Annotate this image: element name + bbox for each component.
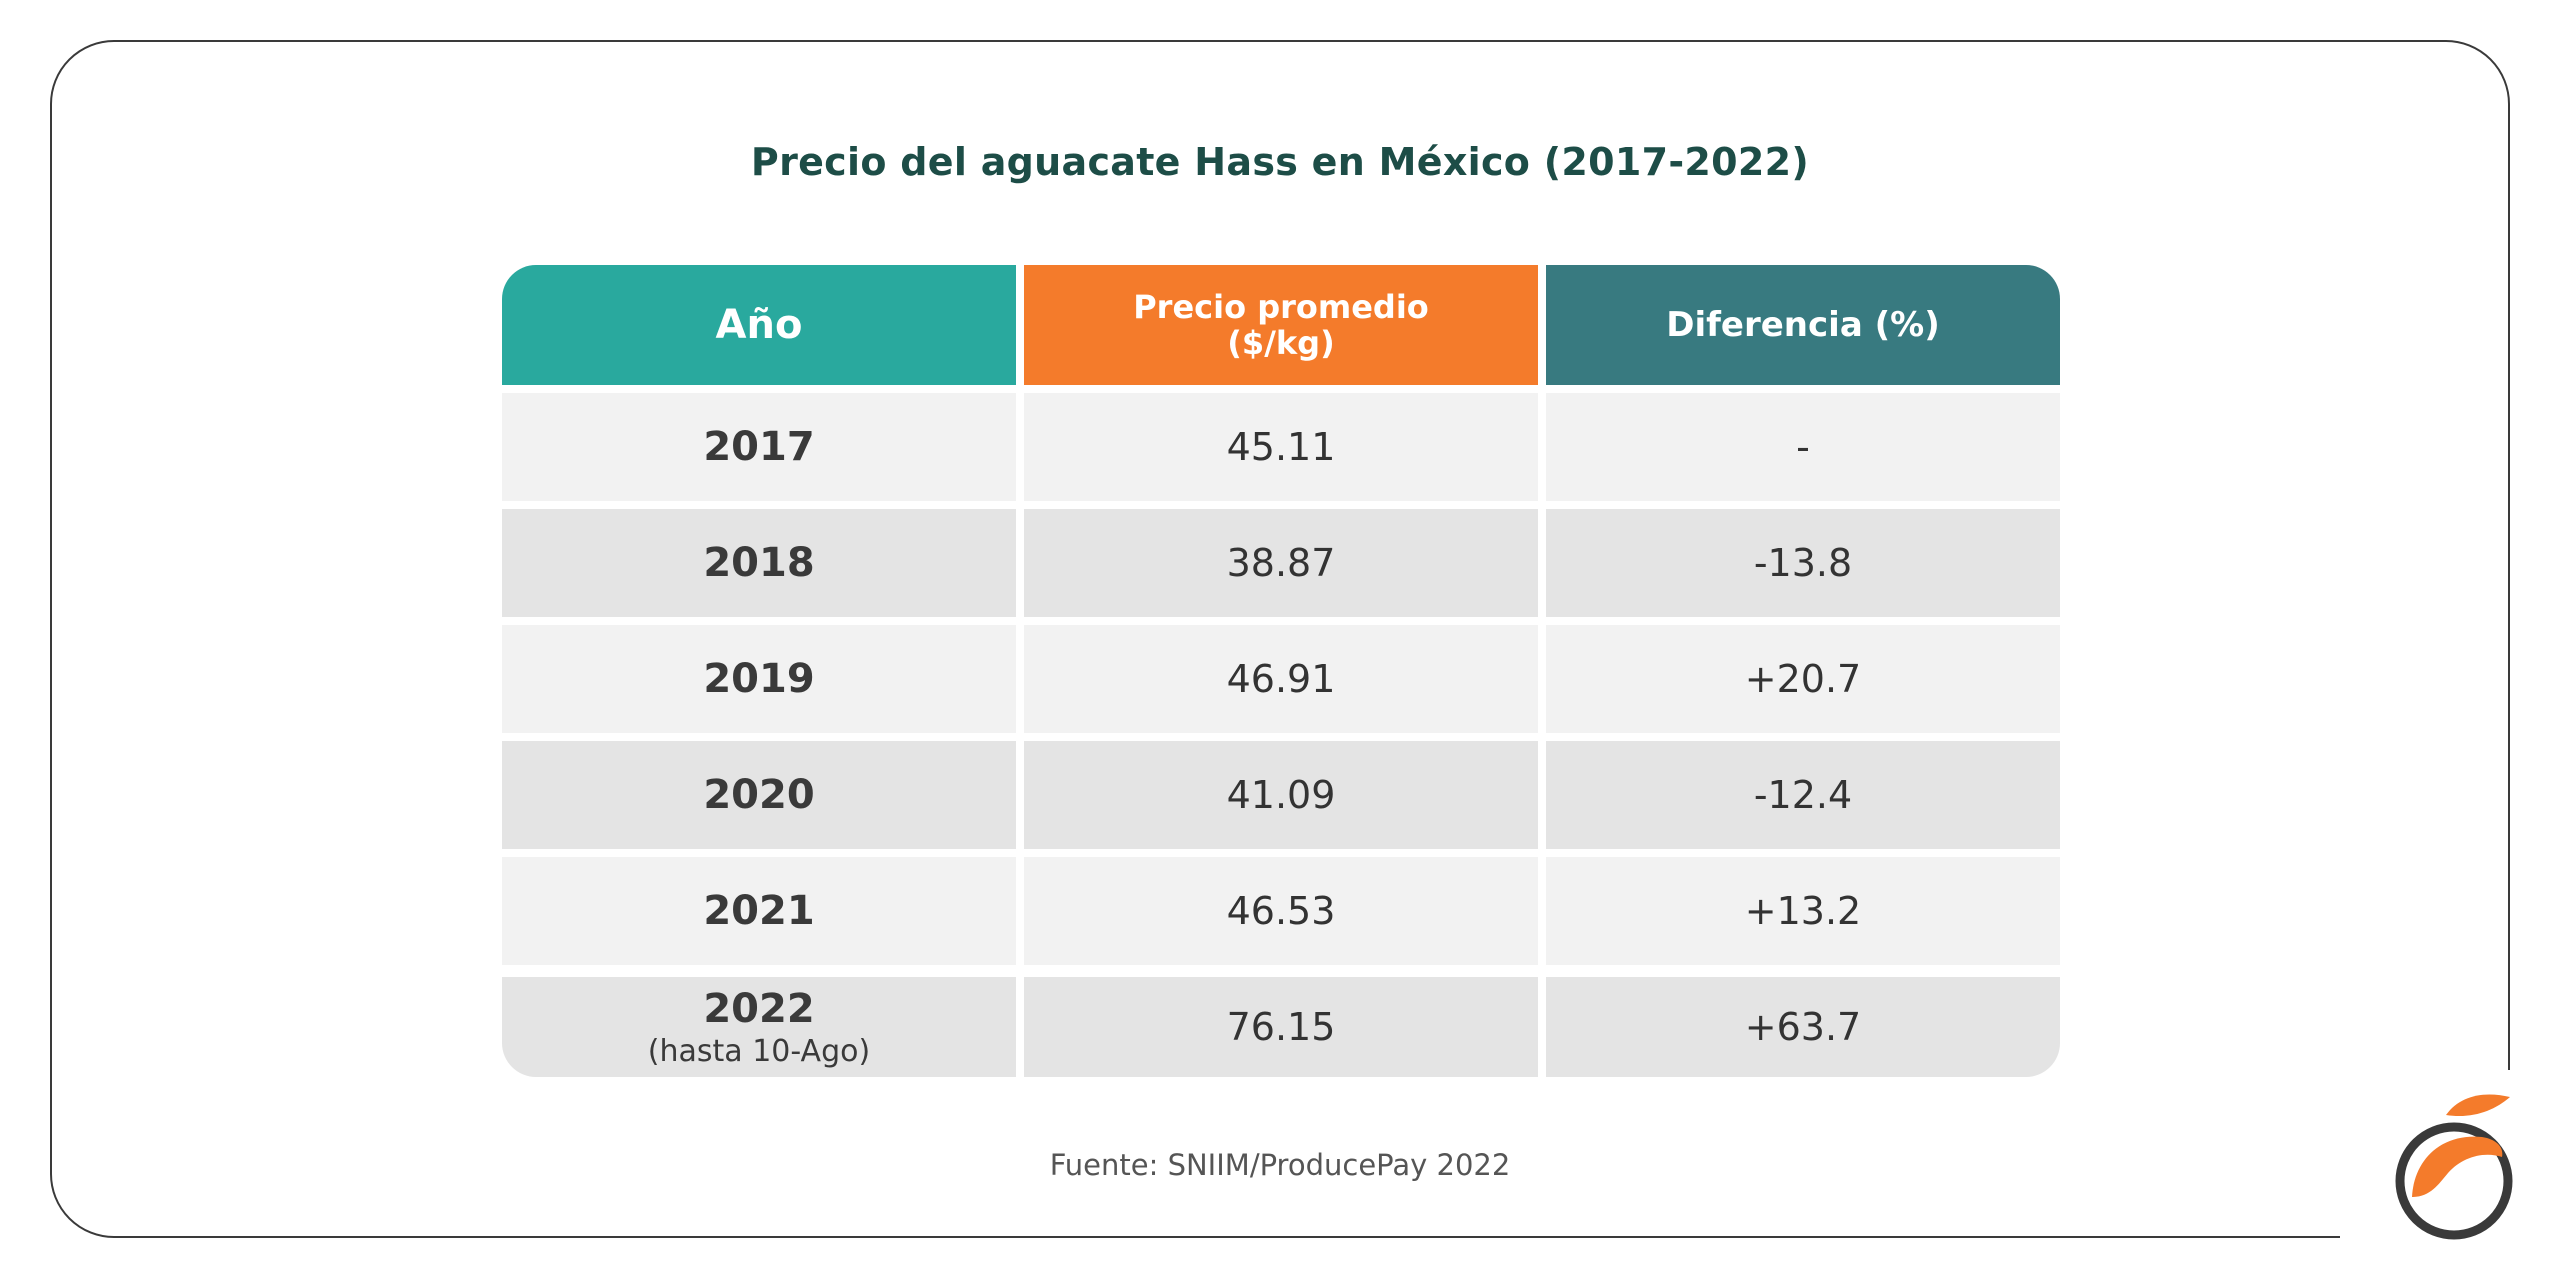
year-value: 2022 [703, 985, 815, 1032]
header-price-label-1: Precio promedio [1133, 288, 1429, 326]
diff-value: -13.8 [1753, 541, 1853, 585]
table-cell-price: 41.09 [1024, 741, 1538, 849]
card-frame [50, 40, 2510, 1238]
logo-fruit-fill [2412, 1136, 2503, 1197]
table-cell-price: 46.91 [1024, 625, 1538, 733]
table-cell-price: 76.15 [1024, 977, 1538, 1077]
frame-gap [2340, 1070, 2560, 1280]
table-cell-diff: +13.2 [1546, 857, 2060, 965]
table-cell-diff: -13.8 [1546, 509, 2060, 617]
year-value: 2019 [703, 656, 815, 702]
price-value: 46.91 [1226, 657, 1336, 701]
price-value: 46.53 [1226, 889, 1336, 933]
header-price: Precio promedio ($/kg) [1024, 265, 1538, 385]
header-diff-label: Diferencia (%) [1666, 305, 1940, 345]
price-value: 41.09 [1226, 773, 1336, 817]
leaf-icon [2446, 1094, 2510, 1117]
header-price-label-2: ($/kg) [1227, 324, 1335, 362]
price-value: 45.11 [1226, 425, 1336, 469]
year-value: 2021 [703, 888, 815, 934]
diff-value: - [1796, 425, 1810, 469]
table-cell-year: 2020 [502, 741, 1016, 849]
year-value: 2018 [703, 540, 815, 586]
year-note: (hasta 10-Ago) [647, 1033, 871, 1069]
header-year: Año [502, 265, 1016, 385]
table-cell-price: 38.87 [1024, 509, 1538, 617]
diff-value: -12.4 [1753, 773, 1853, 817]
source-note: Fuente: SNIIM/ProducePay 2022 [1049, 1148, 1511, 1182]
price-value: 38.87 [1226, 541, 1336, 585]
header-diff: Diferencia (%) [1546, 265, 2060, 385]
table-cell-price: 45.11 [1024, 393, 1538, 501]
chart-title: Precio del aguacate Hass en México (2017… [750, 140, 1810, 184]
header-year-label: Año [715, 302, 803, 348]
orange-fruit-logo-icon [2395, 1094, 2513, 1240]
price-table: Año Precio promedio ($/kg) Diferencia (%) 20… [502, 265, 2060, 1077]
table-cell-year: 2019 [502, 625, 1016, 733]
table-cell-year: 2018 [502, 509, 1016, 617]
table-cell-diff: +63.7 [1546, 977, 2060, 1077]
table-cell-year: 2021 [502, 857, 1016, 965]
diff-value: +13.2 [1744, 889, 1862, 933]
table-cell-diff: - [1546, 393, 2060, 501]
logo-ring [2395, 1122, 2513, 1240]
table-cell-diff: +20.7 [1546, 625, 2060, 733]
year-value: 2020 [703, 772, 815, 818]
table-cell-diff: -12.4 [1546, 741, 2060, 849]
diff-value: +63.7 [1744, 1005, 1862, 1049]
table-cell-price: 46.53 [1024, 857, 1538, 965]
price-value: 76.15 [1226, 1005, 1336, 1049]
table-cell-year: 2017 [502, 393, 1016, 501]
table-cell-year: 2022 (hasta 10-Ago) [502, 977, 1016, 1077]
year-value: 2017 [703, 424, 815, 470]
diff-value: +20.7 [1744, 657, 1862, 701]
